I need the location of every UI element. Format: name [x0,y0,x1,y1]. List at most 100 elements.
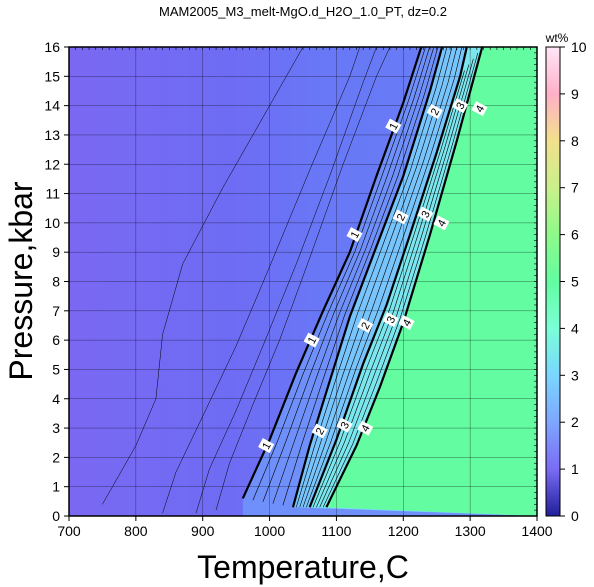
contour-label-bg [336,417,353,433]
thin-contour [319,58,474,508]
contour-label-text: 4 [359,423,372,434]
contour-label-bg [382,312,399,328]
thin-contour [322,52,479,508]
contour-label: 2 [357,318,374,333]
y-tick-label: 3 [52,420,60,436]
grid-lines [69,47,537,516]
colorbar-tick-label: 6 [571,227,579,243]
thin-contour [162,47,361,514]
colorbar-tick-label: 4 [571,320,579,336]
colorbar-tick-label: 10 [571,39,587,55]
contour-label-bg [433,215,450,231]
colorbar-tick-label: 1 [571,461,579,477]
x-tick-label: 1200 [388,523,419,539]
contour-label-bg [452,98,469,114]
contour-label-bg [311,423,328,439]
colorbar-tick-label: 5 [571,274,579,290]
y-tick-label: 14 [44,98,60,114]
contour-label-text: 3 [454,101,467,112]
y-tick-label: 7 [52,303,60,319]
contour-label: 4 [471,101,488,117]
thin-contour [316,64,470,508]
contour-label: 1 [385,118,402,134]
x-tick-labels: 700 800 900 1000 1100 1200 1300 1400 [57,523,552,539]
contour-label: 3 [382,312,399,328]
y-tick-label: 12 [44,156,60,172]
contour-label: 3 [452,98,469,114]
x-tick-label: 1400 [521,523,552,539]
contour-label-text: 4 [401,317,414,328]
y-tick-label: 1 [52,479,60,495]
contour-label-text: 3 [419,209,432,220]
contour-label-text: 4 [436,218,449,229]
chart-title: MAM2005_M3_melt-MgO.d_H2O_1.0_PT, dz=0.2 [159,4,447,19]
x-tick-label: 900 [191,523,215,539]
y-tick-label: 6 [52,332,60,348]
colorbar-tick-label: 9 [571,86,579,102]
y-tick-label: 0 [52,508,60,524]
colorbar-title: wt% [545,31,569,45]
y-tick-label: 10 [44,215,60,231]
contour-label-text: 1 [260,441,273,452]
frame-ticks [64,46,538,521]
y-axis-title: Pressure,kbar [3,181,39,381]
x-axis-title: Temperature,C [197,549,409,585]
y-tick-label: 13 [44,127,60,143]
y-tick-label: 16 [44,39,60,55]
x-tick-label: 1000 [254,523,285,539]
x-tick-label: 1300 [455,523,486,539]
contour-label-bg [398,315,415,330]
thin-contour [195,47,377,514]
colorbar-tick-label: 2 [571,414,579,430]
colorbar-tick-label: 8 [571,133,579,149]
y-tick-label: 15 [44,68,60,84]
contour-label: 3 [336,417,353,433]
contour-label: 1 [346,227,363,243]
contour-label-text: 1 [306,335,319,346]
contour-label-bg [385,118,402,134]
contour-label-bg [426,104,443,119]
colorbar-tick-label: 0 [571,508,579,524]
contour-label-text: 2 [359,320,372,331]
contour-label-bg [471,101,488,117]
contour-label-text: 1 [387,121,400,132]
y-tick-label: 5 [52,361,60,377]
x-tick-label: 1100 [321,523,351,539]
thin-contour [306,47,463,508]
contour-label-bg [346,227,363,243]
contour-label-text: 2 [395,212,408,223]
contour-line-2wt [291,47,444,508]
x-tick-label: 700 [57,523,81,539]
contour-label: 2 [426,104,443,119]
contour-label-text: 3 [385,315,398,326]
y-tick-label: 4 [52,391,60,407]
contour-label-bg [258,438,275,454]
contour-label: 4 [357,420,374,436]
contour-label: 1 [258,438,275,454]
contour-line-1wt [241,47,423,499]
contour-label: 1 [303,332,320,348]
x-tick-label: 800 [124,523,148,539]
thin-contour [102,47,304,505]
colorbar-gradient [545,46,561,517]
colorbar-tick-label: 3 [571,367,579,383]
contour-label-text: 2 [314,426,327,437]
thin-contour [302,47,458,508]
contour-label-bg [303,332,320,348]
thin-contour [312,70,465,508]
thin-contour [215,47,391,511]
contour-label-bg [417,206,434,222]
contour-label: 4 [398,315,415,330]
contour-label: 2 [311,423,328,439]
contour-label-text: 3 [339,420,352,431]
contour-label-bg [392,209,409,225]
contour-label: 4 [433,215,450,231]
contour-label-text: 4 [474,104,487,115]
colorbar: wt% 0 1 2 3 4 5 6 7 8 9 10 [545,31,587,524]
contour-label-bg [357,318,374,333]
y-tick-label: 9 [52,244,60,260]
contour-label: 3 [417,206,434,222]
contour-label: 2 [392,209,409,225]
y-tick-label: 11 [45,186,60,202]
